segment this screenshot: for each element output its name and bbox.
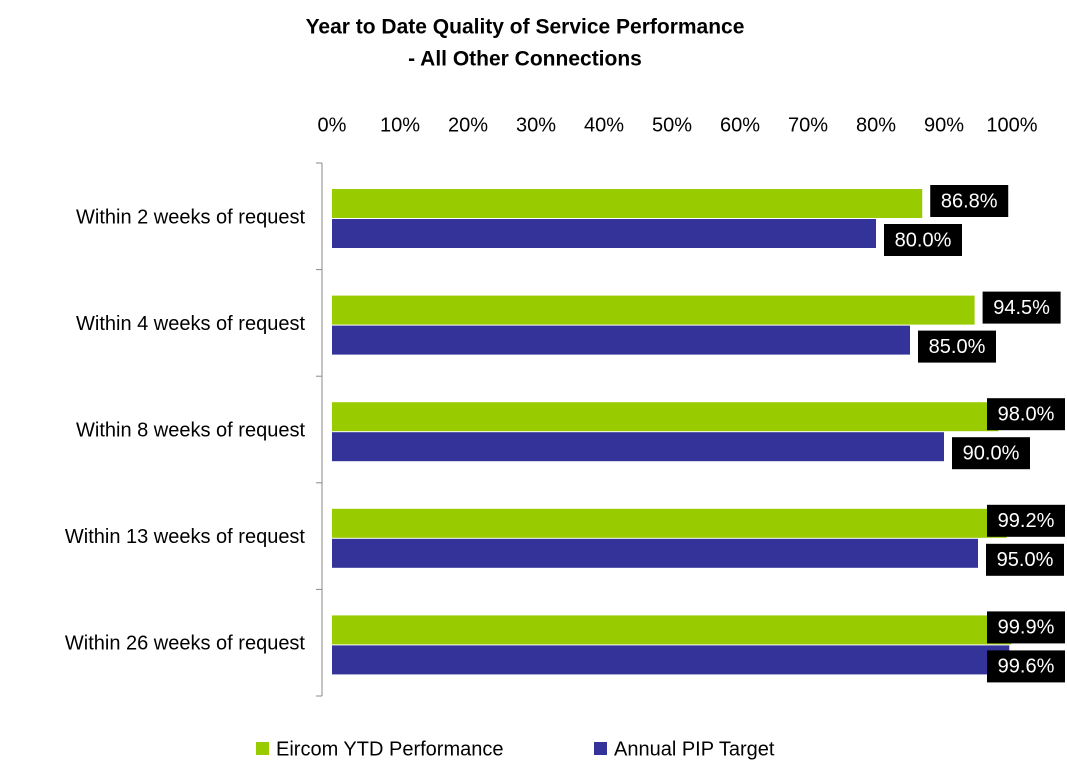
x-tick-label: 80% — [856, 114, 896, 136]
value-label-box — [884, 224, 962, 256]
value-label-box — [952, 437, 1030, 470]
x-tick-label: 100% — [986, 114, 1037, 136]
value-label-box — [986, 543, 1064, 576]
x-tick-label: 70% — [788, 114, 828, 136]
value-label: 98.0% — [998, 403, 1055, 425]
x-tick-label: 50% — [652, 114, 692, 136]
x-tick-label: 90% — [924, 114, 964, 136]
value-label: 99.2% — [998, 510, 1055, 532]
value-label: 80.0% — [895, 229, 952, 251]
y-tick-label: Within 26 weeks of request — [65, 633, 306, 655]
x-tick-label: 30% — [516, 114, 556, 136]
value-label: 85.0% — [929, 336, 986, 358]
legend-label: Eircom YTD Performance — [276, 738, 503, 760]
bar — [332, 432, 944, 462]
bar — [332, 295, 975, 325]
value-label: 90.0% — [963, 442, 1020, 464]
y-tick-label: Within 4 weeks of request — [76, 313, 305, 335]
value-label-box — [987, 398, 1065, 431]
x-tick-label: 0% — [318, 114, 347, 136]
value-label: 86.8% — [941, 190, 998, 212]
x-tick-label: 40% — [584, 114, 624, 136]
value-label: 99.6% — [998, 656, 1055, 678]
bar — [332, 189, 923, 218]
bar — [332, 615, 1012, 645]
chart-subtitle: - All Other Connections — [408, 48, 642, 71]
bar — [332, 219, 876, 248]
value-label: 99.9% — [998, 617, 1055, 639]
y-tick-label: Within 2 weeks of request — [76, 206, 305, 228]
x-tick-label: 10% — [380, 114, 420, 136]
bar — [332, 538, 978, 568]
bar — [332, 645, 1010, 675]
value-label: 95.0% — [997, 549, 1054, 571]
x-tick-label: 60% — [720, 114, 760, 136]
value-label-box — [930, 185, 1009, 217]
y-tick-label: Within 8 weeks of request — [76, 419, 305, 441]
legend-swatch — [594, 742, 607, 755]
value-label-box — [982, 291, 1061, 324]
legend-swatch — [256, 742, 269, 755]
value-label-box — [987, 650, 1065, 683]
bar — [332, 402, 999, 432]
x-tick-label: 20% — [448, 114, 488, 136]
value-label: 94.5% — [993, 297, 1050, 319]
legend-label: Annual PIP Target — [614, 738, 775, 760]
value-label-box — [987, 611, 1065, 644]
bar — [332, 325, 910, 355]
bar — [332, 508, 1007, 538]
value-label-box — [987, 504, 1065, 537]
value-label-box — [918, 330, 996, 363]
y-tick-label: Within 13 weeks of request — [65, 526, 306, 548]
chart-title: Year to Date Quality of Service Performa… — [306, 16, 745, 39]
